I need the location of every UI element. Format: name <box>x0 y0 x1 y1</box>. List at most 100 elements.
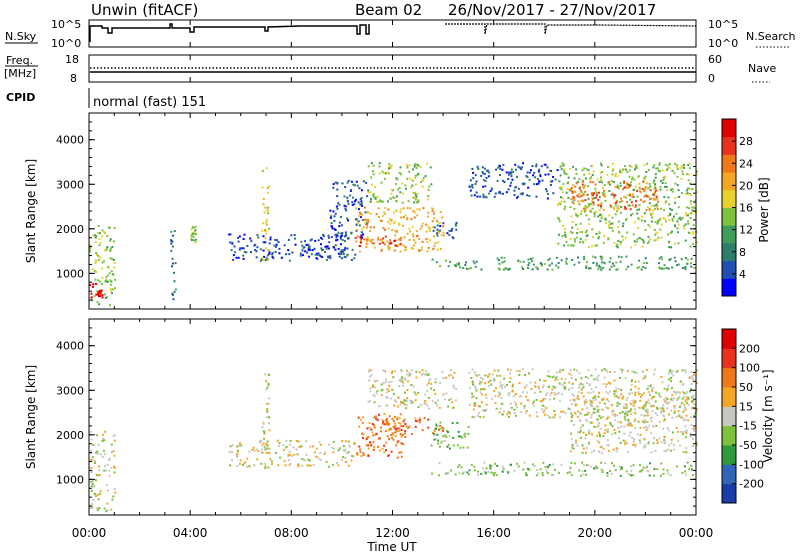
data-cell <box>677 410 680 413</box>
data-cell <box>447 431 449 433</box>
data-cell <box>680 258 683 261</box>
data-cell <box>599 427 602 430</box>
data-cell <box>530 169 532 172</box>
data-cell <box>376 195 379 198</box>
data-cell <box>325 460 328 463</box>
data-cell <box>631 392 634 395</box>
data-cell <box>436 248 439 251</box>
data-cell <box>635 371 638 374</box>
data-cell <box>656 414 659 417</box>
data-cell <box>544 397 547 400</box>
data-cell <box>644 188 647 190</box>
data-cell <box>396 195 398 198</box>
data-cell <box>105 296 108 299</box>
data-cell <box>537 170 540 173</box>
data-cell <box>427 246 430 249</box>
data-cell <box>412 401 415 404</box>
data-cell <box>350 459 353 462</box>
data-cell <box>412 244 415 247</box>
data-cell <box>525 395 528 398</box>
data-cell <box>384 370 387 373</box>
data-cell <box>573 424 575 427</box>
data-cell <box>589 465 592 468</box>
data-cell <box>608 226 611 229</box>
data-cell <box>267 466 270 469</box>
data-cell <box>629 184 632 187</box>
data-cell <box>614 172 617 175</box>
data-cell <box>194 225 197 228</box>
data-cell <box>427 195 430 198</box>
data-cell <box>399 403 402 406</box>
data-cell <box>253 244 256 247</box>
data-cell <box>649 189 652 192</box>
data-cell <box>661 267 664 270</box>
data-cell <box>654 207 656 210</box>
data-cell <box>261 426 264 429</box>
data-cell <box>96 232 99 234</box>
data-cell <box>571 221 574 224</box>
data-cell <box>684 239 687 242</box>
data-cell <box>593 197 596 200</box>
data-cell <box>410 384 413 386</box>
data-cell <box>658 266 661 269</box>
data-cell <box>509 402 512 405</box>
data-cell <box>606 370 608 373</box>
data-cell <box>602 241 605 244</box>
data-cell <box>94 234 97 237</box>
data-cell <box>393 393 396 396</box>
data-cell <box>454 223 457 226</box>
data-cell <box>622 225 624 228</box>
data-cell <box>555 371 558 374</box>
data-cell <box>412 248 414 250</box>
data-region-0 <box>89 430 117 513</box>
data-cell <box>573 238 576 241</box>
data-cell <box>266 410 269 413</box>
data-cell <box>553 375 556 378</box>
data-cell <box>595 378 598 381</box>
data-cell <box>497 166 500 169</box>
data-cell <box>356 219 359 222</box>
data-cell <box>353 203 356 206</box>
data-cell <box>607 449 610 452</box>
data-cell <box>386 419 389 422</box>
data-cell <box>423 402 426 405</box>
nsearch-tick-top: 10^5 <box>708 18 738 31</box>
data-cell <box>525 474 528 477</box>
data-cell <box>336 234 339 237</box>
data-cell <box>589 402 592 405</box>
data-cell <box>690 200 692 203</box>
data-cell <box>653 191 656 194</box>
data-cell <box>297 440 300 443</box>
data-cell <box>546 471 548 474</box>
data-cell <box>266 386 269 389</box>
data-cell <box>400 429 403 431</box>
data-cell <box>648 240 650 243</box>
data-cell <box>680 430 683 433</box>
data-cell <box>528 171 531 174</box>
data-cell <box>431 210 434 213</box>
data-cell <box>264 467 267 470</box>
data-cell <box>395 231 398 234</box>
data-cell <box>597 410 600 413</box>
data-cell <box>384 206 387 209</box>
data-cell <box>638 218 641 221</box>
data-cell <box>596 244 599 247</box>
data-cell <box>391 433 394 436</box>
data-cell <box>658 257 661 260</box>
data-cell <box>510 168 513 171</box>
data-cell <box>592 170 595 173</box>
data-cell <box>534 176 537 179</box>
data-cell <box>674 182 677 185</box>
data-cell <box>316 253 319 256</box>
data-cell <box>642 466 645 469</box>
data-cell <box>342 445 345 448</box>
data-cell <box>581 451 584 454</box>
data-cell <box>536 268 539 271</box>
data-cell <box>238 235 241 238</box>
data-cell <box>453 371 456 374</box>
x-tick-label: 16:00 <box>476 526 511 540</box>
data-cell <box>599 171 602 174</box>
data-cell <box>561 393 564 396</box>
data-cell <box>539 468 542 471</box>
